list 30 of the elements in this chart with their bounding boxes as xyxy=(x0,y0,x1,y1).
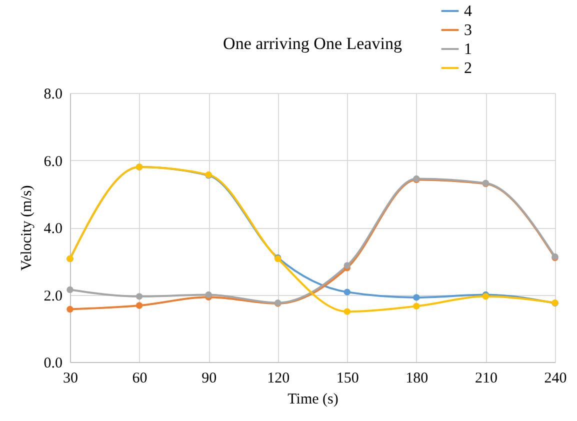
x-tick-label: 120 xyxy=(267,370,290,386)
y-axis-title: Velocity (m/s) xyxy=(18,185,35,271)
point xyxy=(66,306,74,313)
x-tick-label: 60 xyxy=(132,370,148,386)
x-tick-label: 180 xyxy=(406,370,428,386)
legend-label: 3 xyxy=(464,22,472,39)
point xyxy=(344,262,350,269)
point xyxy=(344,288,350,296)
point xyxy=(205,291,212,298)
point xyxy=(413,294,420,301)
x-tick-label: 90 xyxy=(202,370,217,386)
y-tick-label: 6.0 xyxy=(44,154,62,170)
x-tick-label: 150 xyxy=(336,370,359,386)
legend-label: 1 xyxy=(464,41,472,58)
y-tick-label: 2.0 xyxy=(44,288,62,304)
y-tick-label: 0.0 xyxy=(44,356,62,372)
legend-label: 4 xyxy=(464,3,472,20)
y-tick-label: 8.0 xyxy=(44,86,62,102)
x-tick-label: 30 xyxy=(63,370,78,386)
y-tick-label: 4.0 xyxy=(44,221,62,237)
legend-label: 2 xyxy=(464,60,472,77)
x-axis-title: Time (s) xyxy=(288,392,338,408)
x-tick-label: 210 xyxy=(474,370,498,386)
point xyxy=(344,308,350,315)
chart-title: One arriving One Leaving xyxy=(223,34,402,53)
point xyxy=(413,302,420,310)
x-tick-label: 240 xyxy=(544,370,567,386)
point xyxy=(66,286,74,294)
point xyxy=(136,293,143,300)
point xyxy=(136,302,143,309)
